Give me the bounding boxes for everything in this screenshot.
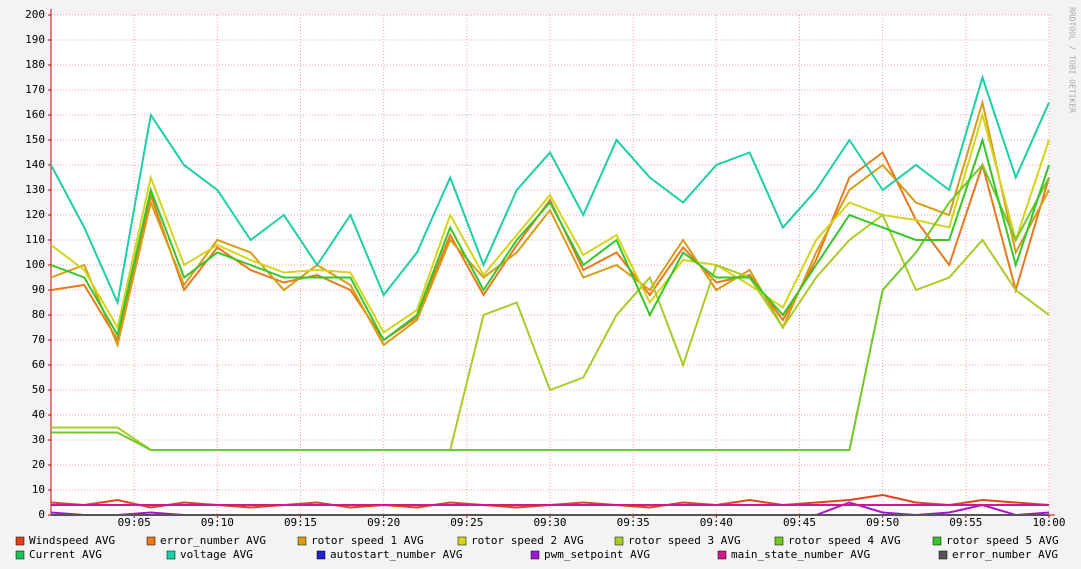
legend-swatch	[166, 550, 176, 560]
line-series	[50, 150, 1050, 343]
line-series	[50, 136, 1050, 342]
legend-label: main_state_number AVG	[731, 548, 870, 561]
legend-swatch	[457, 536, 467, 546]
y-tick-label: 160	[25, 108, 45, 121]
y-tick-label: 90	[32, 283, 45, 296]
legend-label: error_number AVG	[160, 534, 266, 547]
x-tick-label: 09:45	[783, 516, 816, 529]
legend-label: autostart_number AVG	[330, 548, 462, 561]
legend-swatch	[15, 550, 25, 560]
y-tick-label: 10	[32, 483, 45, 496]
x-tick-label: 09:20	[367, 516, 400, 529]
line-series	[50, 98, 1050, 349]
legend-swatch	[15, 536, 25, 546]
y-tick-label: 100	[25, 258, 45, 271]
x-tick-label: 09:35	[617, 516, 650, 529]
y-tick-label: 50	[32, 383, 45, 396]
legend-label: rotor speed 5 AVG	[946, 534, 1059, 547]
line-series	[51, 163, 1050, 451]
y-tick-label: 40	[32, 408, 45, 421]
legend-swatch	[717, 550, 727, 560]
legend-swatch	[316, 550, 326, 560]
legend-swatch	[297, 536, 307, 546]
legend-swatch	[530, 550, 540, 560]
legend-label: Windspeed AVG	[29, 534, 115, 547]
y-tick-label: 140	[25, 158, 45, 171]
x-tick-label: 09:25	[450, 516, 483, 529]
y-tick-label: 130	[25, 183, 45, 196]
y-tick-label: 170	[25, 83, 45, 96]
legend-label: rotor speed 3 AVG	[628, 534, 741, 547]
y-tick-label: 80	[32, 308, 45, 321]
x-tick-label: 09:05	[118, 516, 151, 529]
legend-label: voltage AVG	[180, 548, 253, 561]
legend-swatch	[146, 536, 156, 546]
legend-label: rotor speed 4 AVG	[788, 534, 901, 547]
x-tick-label: 10:00	[1032, 516, 1065, 529]
x-tick-label: 09:55	[949, 516, 982, 529]
legend-swatch	[932, 536, 942, 546]
legend-swatch	[614, 536, 624, 546]
legend-label: rotor speed 2 AVG	[471, 534, 584, 547]
x-tick-label: 09:30	[533, 516, 566, 529]
y-tick-label: 60	[32, 358, 45, 371]
y-tick-label: 30	[32, 433, 45, 446]
y-tick-label: 200	[25, 8, 45, 21]
x-tick-label: 09:50	[866, 516, 899, 529]
legend-swatch	[938, 550, 948, 560]
x-tick-label: 09:15	[284, 516, 317, 529]
y-tick-label: 70	[32, 333, 45, 346]
y-tick-label: 190	[25, 33, 45, 46]
y-tick-label: 150	[25, 133, 45, 146]
y-tick-label: 20	[32, 458, 45, 471]
x-tick-label: 09:40	[700, 516, 733, 529]
y-tick-label: 120	[25, 208, 45, 221]
watermark: RRDTOOL / TOBI OETIKER	[1068, 7, 1077, 113]
line-series	[50, 74, 1050, 306]
legend-label: Current AVG	[29, 548, 102, 561]
y-tick-label: 180	[25, 58, 45, 71]
y-tick-label: 110	[25, 233, 45, 246]
legend-label: rotor speed 1 AVG	[311, 534, 424, 547]
legend-label: pwm_setpoint AVG	[544, 548, 650, 561]
x-tick-label: 09:10	[201, 516, 234, 529]
y-tick-label: 0	[38, 508, 45, 521]
legend-swatch	[774, 536, 784, 546]
legend-label: error_number AVG	[952, 548, 1058, 561]
